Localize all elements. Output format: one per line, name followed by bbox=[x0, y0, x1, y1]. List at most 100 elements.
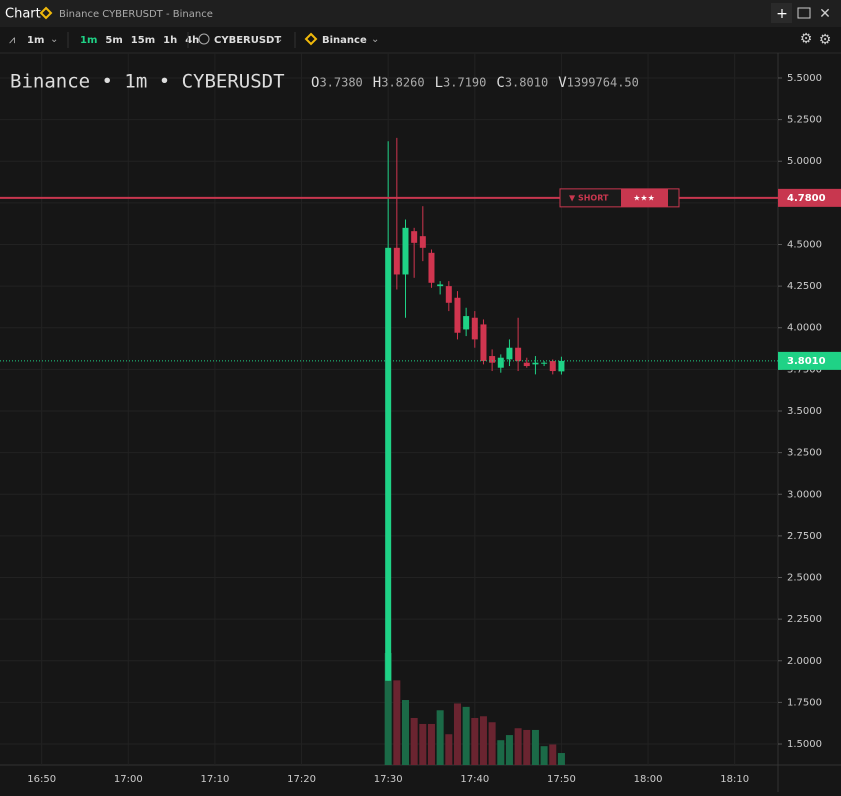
volume-bar bbox=[514, 728, 522, 765]
y-tick-label: 5.0000 bbox=[787, 156, 822, 167]
volume-bar bbox=[497, 740, 505, 765]
binance-icon bbox=[39, 6, 53, 20]
interval-button[interactable]: 4h bbox=[185, 35, 199, 46]
x-tick-label: 17:10 bbox=[200, 774, 229, 785]
volume-bar bbox=[462, 706, 470, 765]
symbol-icon bbox=[198, 33, 210, 45]
y-tick-label: 3.5000 bbox=[787, 406, 822, 417]
candle-body bbox=[497, 357, 504, 368]
candle-body bbox=[471, 317, 478, 340]
interval-dropdown[interactable]: 1m bbox=[27, 35, 44, 46]
y-tick-label: 2.2500 bbox=[787, 614, 822, 625]
candle-body bbox=[558, 360, 565, 372]
exchange-icon bbox=[304, 32, 318, 46]
candle-body bbox=[428, 252, 435, 283]
close-button[interactable]: ✕ bbox=[819, 6, 831, 22]
y-tick-label: 4.5000 bbox=[787, 239, 822, 250]
candle-body bbox=[411, 231, 418, 243]
dropdown-arrow: ⌄ bbox=[50, 34, 58, 45]
price-label-box bbox=[778, 351, 841, 370]
volume-bar bbox=[419, 723, 427, 765]
volume-bar bbox=[453, 703, 461, 765]
volume-bar bbox=[479, 716, 487, 765]
chart-title: Binance • 1m • CYBERUSDT bbox=[10, 71, 285, 93]
dropdown-arrow: ⌄ bbox=[371, 34, 379, 45]
dropdown-arrow: ⌄ bbox=[275, 34, 283, 45]
price-label: 4.7800 bbox=[787, 193, 826, 204]
y-tick-label: 2.5000 bbox=[787, 573, 822, 584]
candle-body bbox=[419, 236, 426, 248]
window-subtitle: Binance CYBERUSDT - Binance bbox=[59, 9, 213, 20]
x-tick-label: 17:50 bbox=[547, 774, 576, 785]
volume-bar bbox=[523, 729, 531, 765]
legend-value: 3.7380 bbox=[319, 76, 362, 90]
interval-button[interactable]: 5m bbox=[105, 35, 122, 46]
price-label-box bbox=[778, 188, 841, 207]
candle-body bbox=[515, 347, 522, 362]
volume-bar bbox=[531, 729, 539, 765]
volume-bar bbox=[471, 717, 479, 765]
x-tick-label: 17:40 bbox=[460, 774, 489, 785]
volume-bar bbox=[384, 653, 392, 765]
volume-bar bbox=[436, 710, 444, 765]
title-bar bbox=[0, 0, 841, 27]
legend-value: 1399764.50 bbox=[567, 76, 639, 90]
candle-body bbox=[506, 347, 513, 360]
candle-body bbox=[437, 284, 444, 287]
legend-key: O bbox=[311, 75, 319, 91]
y-tick-label: 2.7500 bbox=[787, 531, 822, 542]
candle-body bbox=[393, 247, 400, 275]
volume-bar bbox=[557, 753, 565, 765]
maximize-button[interactable] bbox=[797, 7, 811, 19]
y-tick-label: 1.5000 bbox=[787, 739, 822, 750]
y-tick-label: 4.2500 bbox=[787, 281, 822, 292]
toolbar bbox=[0, 27, 841, 53]
candle-body bbox=[445, 286, 452, 303]
order-side: ▼ SHORT bbox=[569, 193, 609, 202]
x-tick-label: 17:20 bbox=[287, 774, 316, 785]
volume-bar bbox=[505, 735, 513, 765]
legend-value: 3.7190 bbox=[443, 76, 486, 90]
interval-button[interactable]: 1m bbox=[80, 35, 97, 46]
volume-bar bbox=[410, 717, 418, 765]
add-button[interactable] bbox=[771, 3, 792, 23]
window-title: Chart bbox=[5, 7, 41, 22]
interval-button[interactable]: 1h bbox=[163, 35, 177, 46]
volume-bar bbox=[401, 700, 409, 765]
price-label: 3.8010 bbox=[787, 356, 826, 367]
candle-body bbox=[523, 362, 530, 367]
candle-body bbox=[402, 227, 409, 275]
legend-value: 3.8010 bbox=[505, 76, 548, 90]
exchange-dropdown[interactable]: Binance bbox=[322, 35, 367, 46]
order-badge-stars-box bbox=[621, 188, 668, 207]
chart-type-icon[interactable]: ⩘ bbox=[9, 33, 15, 46]
volume-bar bbox=[393, 680, 401, 765]
y-tick-label: 4.0000 bbox=[787, 323, 822, 334]
settings-button[interactable]: ⚙ bbox=[819, 32, 832, 48]
legend-key: C bbox=[496, 75, 504, 91]
y-tick-label: 5.2500 bbox=[787, 115, 822, 126]
add-icon: + bbox=[776, 6, 788, 22]
volume-bar bbox=[488, 722, 496, 765]
candle-body bbox=[463, 316, 470, 330]
volume-bar bbox=[427, 723, 435, 765]
y-tick-label: 3.0000 bbox=[787, 489, 822, 500]
candle-body bbox=[454, 297, 461, 333]
x-tick-label: 17:30 bbox=[374, 774, 403, 785]
y-tick-label: 5.5000 bbox=[787, 73, 822, 84]
volume-bar bbox=[445, 734, 453, 765]
x-tick-label: 18:00 bbox=[634, 774, 663, 785]
legend-key: L bbox=[435, 75, 443, 91]
candle-body bbox=[532, 362, 539, 365]
y-tick-label: 2.0000 bbox=[787, 656, 822, 667]
interval-button[interactable]: 15m bbox=[131, 35, 155, 46]
symbol-dropdown[interactable]: CYBERUSDT bbox=[214, 35, 281, 46]
volume-bar bbox=[549, 744, 557, 765]
candle-body bbox=[385, 247, 392, 681]
x-tick-label: 17:00 bbox=[114, 774, 143, 785]
candle-body bbox=[549, 361, 556, 372]
volume-bar bbox=[540, 746, 548, 765]
settings-button[interactable]: ⚙ bbox=[800, 31, 813, 47]
